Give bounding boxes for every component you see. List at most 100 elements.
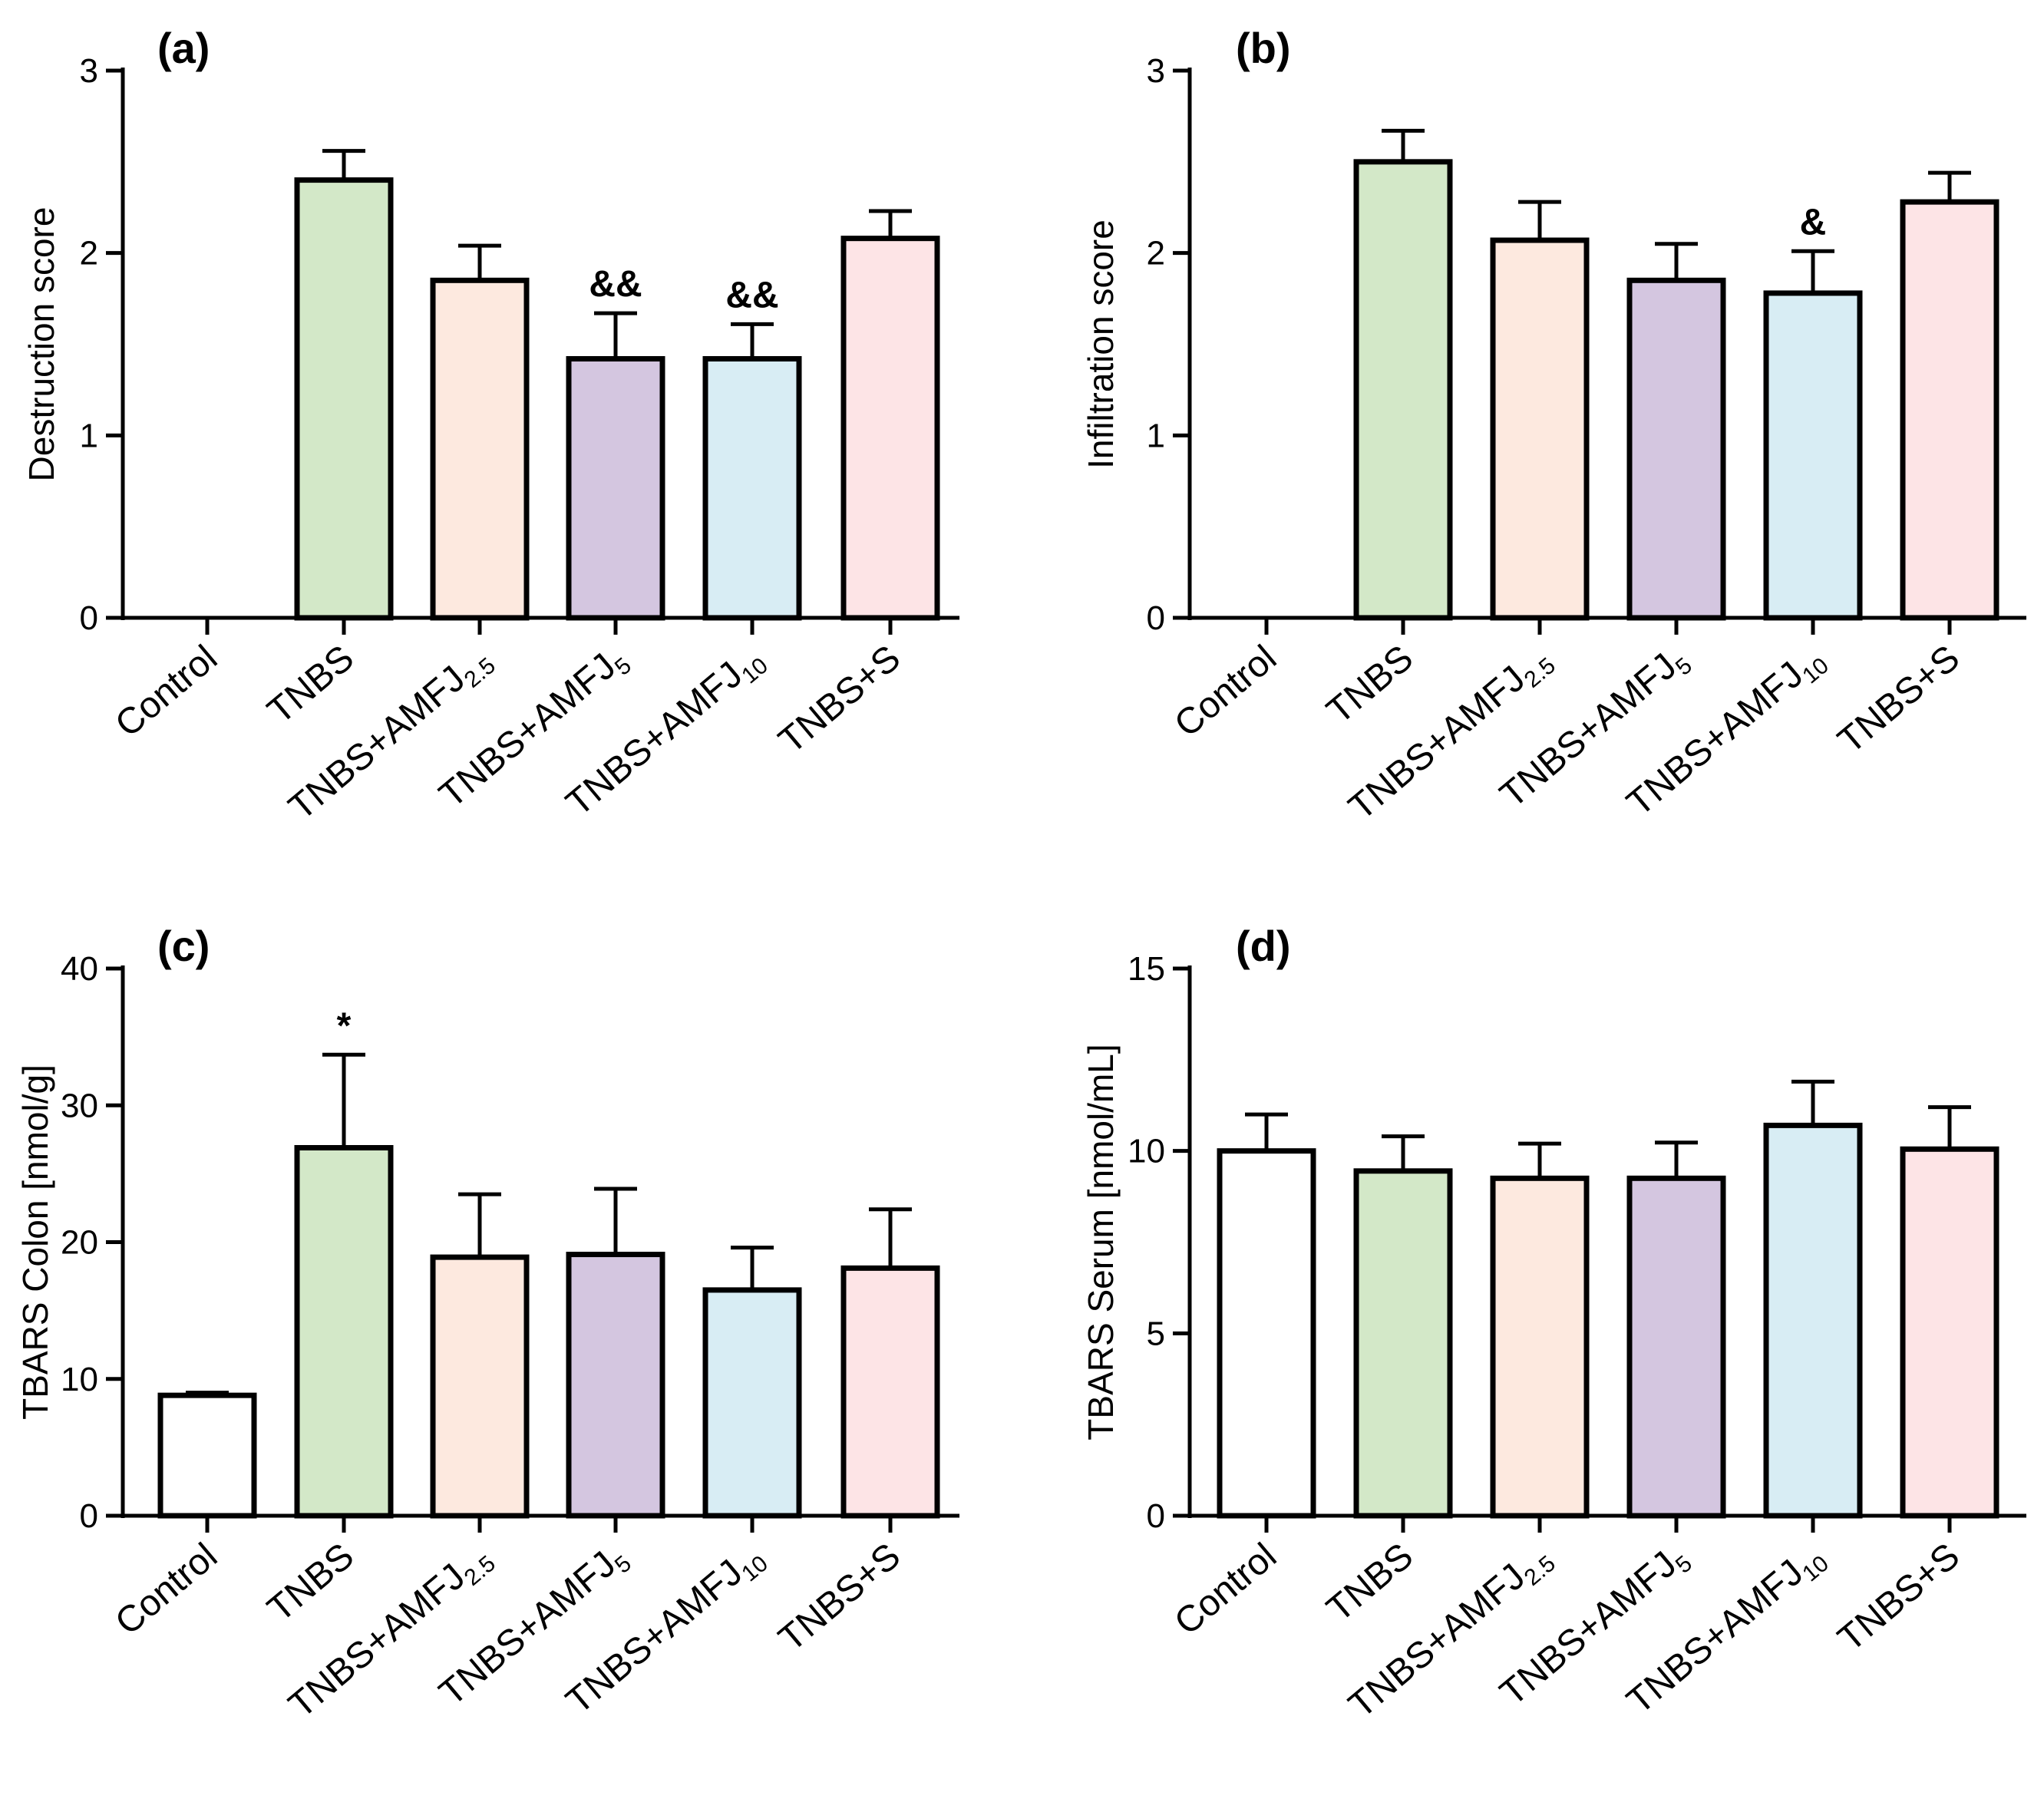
bar <box>1490 237 1590 621</box>
x-tick-label: TNBS+S <box>771 638 908 761</box>
y-tick-label: 2 <box>1147 235 1165 272</box>
y-axis-title: Destruction score <box>21 207 61 482</box>
bar <box>294 1145 394 1519</box>
x-tick-label: TNBS <box>260 1536 362 1630</box>
bar <box>1490 1175 1590 1519</box>
y-tick-label: 10 <box>1128 1133 1165 1170</box>
x-tick-label-text: TNBS+S <box>1831 1536 1967 1659</box>
bar-group <box>840 1207 940 1519</box>
bar-group <box>430 243 530 621</box>
bar <box>566 1252 665 1519</box>
bar <box>294 177 394 621</box>
y-tick-label: 15 <box>1128 950 1165 988</box>
y-axis-title: TBARS Serum [nmol/mL] <box>1081 1044 1121 1440</box>
y-tick-label: 3 <box>80 52 98 90</box>
x-tick-label-text: Control <box>1167 1536 1284 1643</box>
bar <box>702 1287 802 1519</box>
bar <box>840 236 940 621</box>
x-tick-label: Control <box>1167 1536 1284 1643</box>
bar-group <box>1353 128 1453 621</box>
x-tick-label-text: TNBS <box>260 1536 362 1630</box>
bar <box>1763 1122 1863 1519</box>
bar <box>1900 199 1999 621</box>
x-tick-label-text: TNBS+S <box>771 638 908 761</box>
x-tick-label-text: Control <box>107 1536 225 1643</box>
y-tick-label: 20 <box>61 1224 98 1262</box>
bar-group: & <box>1763 202 1863 621</box>
y-tick-label: 2 <box>80 235 98 272</box>
y-tick-label: 5 <box>1147 1315 1165 1352</box>
x-tick-label-text: Control <box>107 638 225 745</box>
chart-panel-d: (d) TBARS Serum [nmol/mL] 0 5 10 15 Control TNB… <box>1081 922 2026 1726</box>
x-tick-label: Control <box>1167 638 1284 745</box>
significance-marker: * <box>337 1005 352 1046</box>
x-tick-label: TNBS <box>260 638 362 732</box>
panel-label: (d) <box>1236 922 1291 970</box>
significance-marker: && <box>589 264 642 305</box>
x-tick-label: TNBS+S <box>771 1536 908 1659</box>
bar <box>1626 277 1726 621</box>
bar-group <box>702 1246 802 1519</box>
x-tick-label: TNBS <box>1319 638 1421 732</box>
y-tick-label: 40 <box>61 950 98 988</box>
x-tick-label: TNBS+S <box>1831 638 1967 761</box>
x-tick-label: Control <box>107 638 225 745</box>
bar-group <box>1900 1105 1999 1519</box>
chart-panel-c: (c) TBARS Colon [nmol/g] * 0 10 20 30 40 Control… <box>15 922 959 1726</box>
x-tick-label-text: TNBS+S <box>771 1536 908 1659</box>
bar <box>430 277 530 621</box>
y-tick-label: 30 <box>61 1087 98 1124</box>
panel-label: (a) <box>157 24 210 72</box>
bar <box>1353 1168 1453 1519</box>
y-axis-title: Infiltration score <box>1081 219 1121 469</box>
bar-group <box>1626 242 1726 621</box>
y-tick-label: 0 <box>1147 1497 1165 1535</box>
bar-group <box>1353 1134 1453 1519</box>
x-tick-label-text: Control <box>1167 638 1284 745</box>
bar-group <box>1900 170 1999 621</box>
y-tick-label: 3 <box>1147 52 1165 90</box>
bar <box>1626 1175 1726 1519</box>
bar-group: && <box>566 264 665 621</box>
bar-group <box>1490 200 1590 621</box>
bar <box>430 1254 530 1519</box>
panel-label: (c) <box>157 922 210 970</box>
bar-group <box>294 149 394 621</box>
y-tick-label: 0 <box>80 599 98 637</box>
bar <box>1900 1146 1999 1519</box>
x-tick-label-text: TNBS <box>1319 1536 1421 1630</box>
significance-marker: & <box>1800 202 1827 243</box>
bar <box>702 356 802 621</box>
bar <box>566 356 665 621</box>
bar-group <box>430 1192 530 1519</box>
chart-panel-b: (b) Infiltration score & 0 1 2 3 Control TNBS TNB… <box>1081 24 2026 828</box>
bar-group <box>1490 1141 1590 1519</box>
significance-marker: && <box>725 275 778 315</box>
bar-group <box>566 1186 665 1519</box>
y-axis-title: TBARS Colon [nmol/g] <box>15 1064 55 1420</box>
chart-panel-a: (a) Destruction score && && 0 1 2 3 Control TNBS T… <box>21 24 959 828</box>
bar-group: * <box>294 1005 394 1519</box>
x-tick-label-text: TNBS <box>260 638 362 732</box>
y-tick-label: 10 <box>61 1361 98 1398</box>
bar-group <box>157 1391 257 1519</box>
bar-group: && <box>702 275 802 621</box>
y-tick-label: 1 <box>1147 417 1165 454</box>
x-tick-label: TNBS+S <box>1831 1536 1967 1659</box>
bar <box>1217 1148 1316 1519</box>
y-tick-label: 0 <box>80 1497 98 1535</box>
bar <box>1763 290 1863 621</box>
x-tick-label: Control <box>107 1536 225 1643</box>
x-tick-label-text: TNBS+S <box>1831 638 1967 761</box>
x-tick-label-text: TNBS <box>1319 638 1421 732</box>
bar <box>840 1265 940 1519</box>
bar <box>1353 159 1453 621</box>
panel-label: (b) <box>1236 24 1291 72</box>
bar-group <box>1626 1140 1726 1519</box>
bar <box>157 1392 257 1519</box>
x-tick-label: TNBS <box>1319 1536 1421 1630</box>
y-tick-label: 0 <box>1147 599 1165 637</box>
bar-group <box>840 209 940 621</box>
bar-group <box>1763 1079 1863 1519</box>
